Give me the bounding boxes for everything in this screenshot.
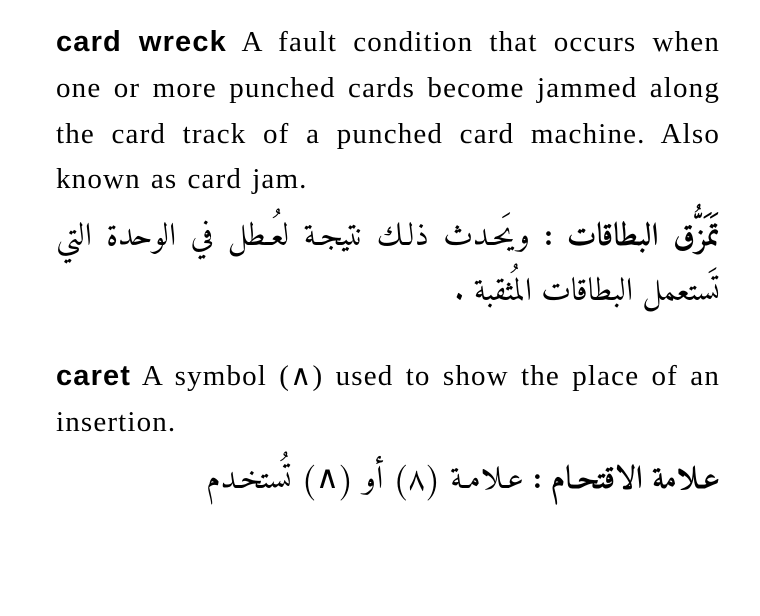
- headword: card wreck: [56, 26, 227, 58]
- arabic-body: عـلامـة (٨) أو (∧) تُستخـدم: [206, 453, 533, 509]
- arabic-definition-block: تَمَزُّق البطاقات : ويَحـدث ذلـك نتيجـة …: [56, 211, 720, 320]
- dictionary-entry: card wreck A fault condition that occurs…: [56, 20, 720, 320]
- headword: caret: [56, 360, 131, 392]
- arabic-headword: تَمَزُّق البطاقات :: [544, 210, 720, 266]
- arabic-definition-block: عـلامة الاقتحـام : عـلامـة (٨) أو (∧) تُ…: [56, 454, 720, 508]
- arabic-headword: عـلامة الاقتحـام :: [533, 453, 720, 509]
- dictionary-entry: caret A symbol (∧) used to show the plac…: [56, 354, 720, 508]
- english-definition-block: caret A symbol (∧) used to show the plac…: [56, 354, 720, 446]
- definition-text: A symbol (∧) used to show the place of a…: [56, 360, 720, 438]
- english-definition-block: card wreck A fault condition that occurs…: [56, 20, 720, 203]
